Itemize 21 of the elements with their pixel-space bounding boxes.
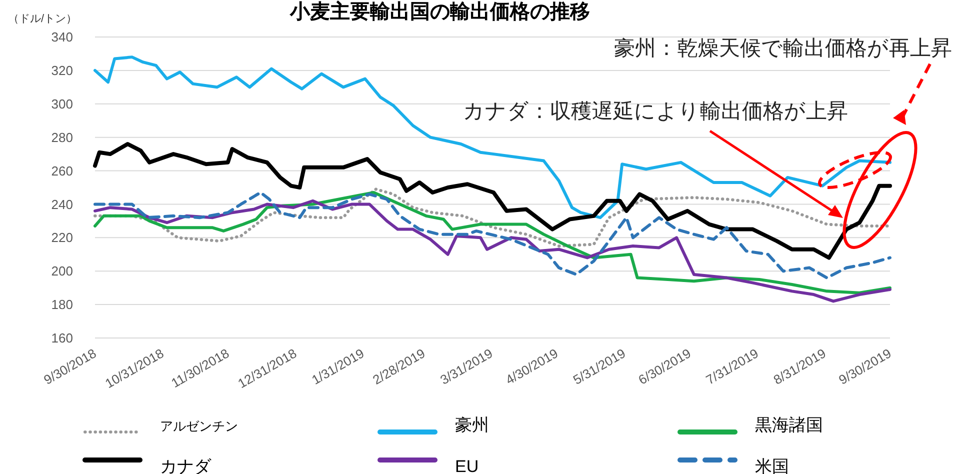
line-series [94,188,892,248]
y-tick-label: 180 [51,297,73,312]
y-tick-label: 340 [51,30,73,45]
y-tick-label: 160 [51,330,73,346]
annotation: 豪州：乾燥天候で輸出価格が再上昇 [614,36,952,60]
chart-title: 小麦主要輸出国の輸出価格の推移 [289,0,590,23]
legend-label: アルゼンチン [160,418,238,434]
y-tick-label: 320 [51,62,73,78]
line-series [93,142,892,260]
y-axis-title: （ドル/トン） [8,13,78,25]
y-tick-label: 260 [51,163,73,178]
annotation: カナダ：収穫遅延により輸出価格が上昇 [463,99,848,123]
y-tick-label: 300 [51,96,73,112]
y-tick-label: 200 [51,264,73,279]
y-tick-label: 240 [51,196,73,212]
legend-label: 豪州 [455,415,489,434]
legend-label: 米国 [755,456,789,474]
legend-label: EU [455,456,479,474]
y-tick-label: 280 [51,130,73,145]
y-tick-label: 220 [51,230,73,246]
legend-label: 黒海諸国 [755,415,823,434]
